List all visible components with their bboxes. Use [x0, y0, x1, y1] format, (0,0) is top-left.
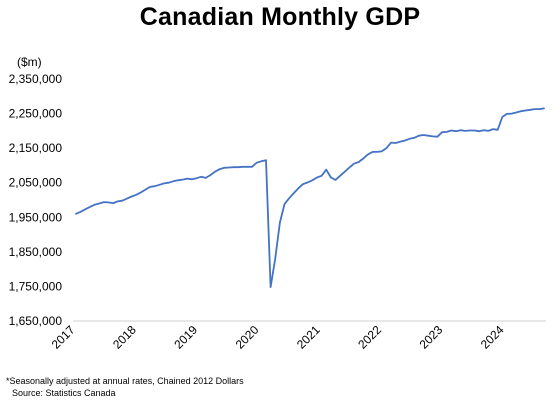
x-tick-label: 2023: [417, 323, 446, 352]
gdp-series-line: [75, 107, 545, 289]
x-tick-label: 2021: [294, 323, 323, 352]
x-tick-label: 2024: [478, 323, 507, 352]
y-tick-label: 2,050,000: [9, 176, 63, 190]
y-tick-label: 2,150,000: [9, 141, 63, 155]
chart-title: Canadian Monthly GDP: [139, 3, 421, 31]
y-tick-label: 1,750,000: [9, 279, 63, 293]
y-axis: 1,650,000 1,750,000 1,850,000 1,950,000 2,05…: [9, 72, 63, 328]
x-tick-label: 2022: [355, 323, 384, 352]
x-tick-label: 2019: [171, 323, 200, 352]
x-tick-label: 2018: [110, 323, 139, 352]
footnote: *Seasonally adjusted at annual rates, Ch…: [6, 375, 244, 399]
y-tick-label: 1,850,000: [9, 245, 63, 259]
plot-area: [75, 107, 545, 289]
y-tick-label: 1,650,000: [9, 314, 63, 328]
x-tick-label: 2020: [233, 323, 262, 352]
x-axis: 2017 2018 2019 2020 2021 2022 2023 2024: [49, 320, 546, 352]
y-tick-label: 2,250,000: [9, 107, 63, 121]
y-unit-label: ($m): [17, 55, 42, 69]
y-tick-label: 2,350,000: [9, 72, 63, 86]
footnote-text: *Seasonally adjusted at annual rates, Ch…: [6, 376, 244, 386]
y-tick-label: 1,950,000: [9, 210, 63, 224]
source-text: Source: Statistics Canada: [12, 388, 116, 398]
